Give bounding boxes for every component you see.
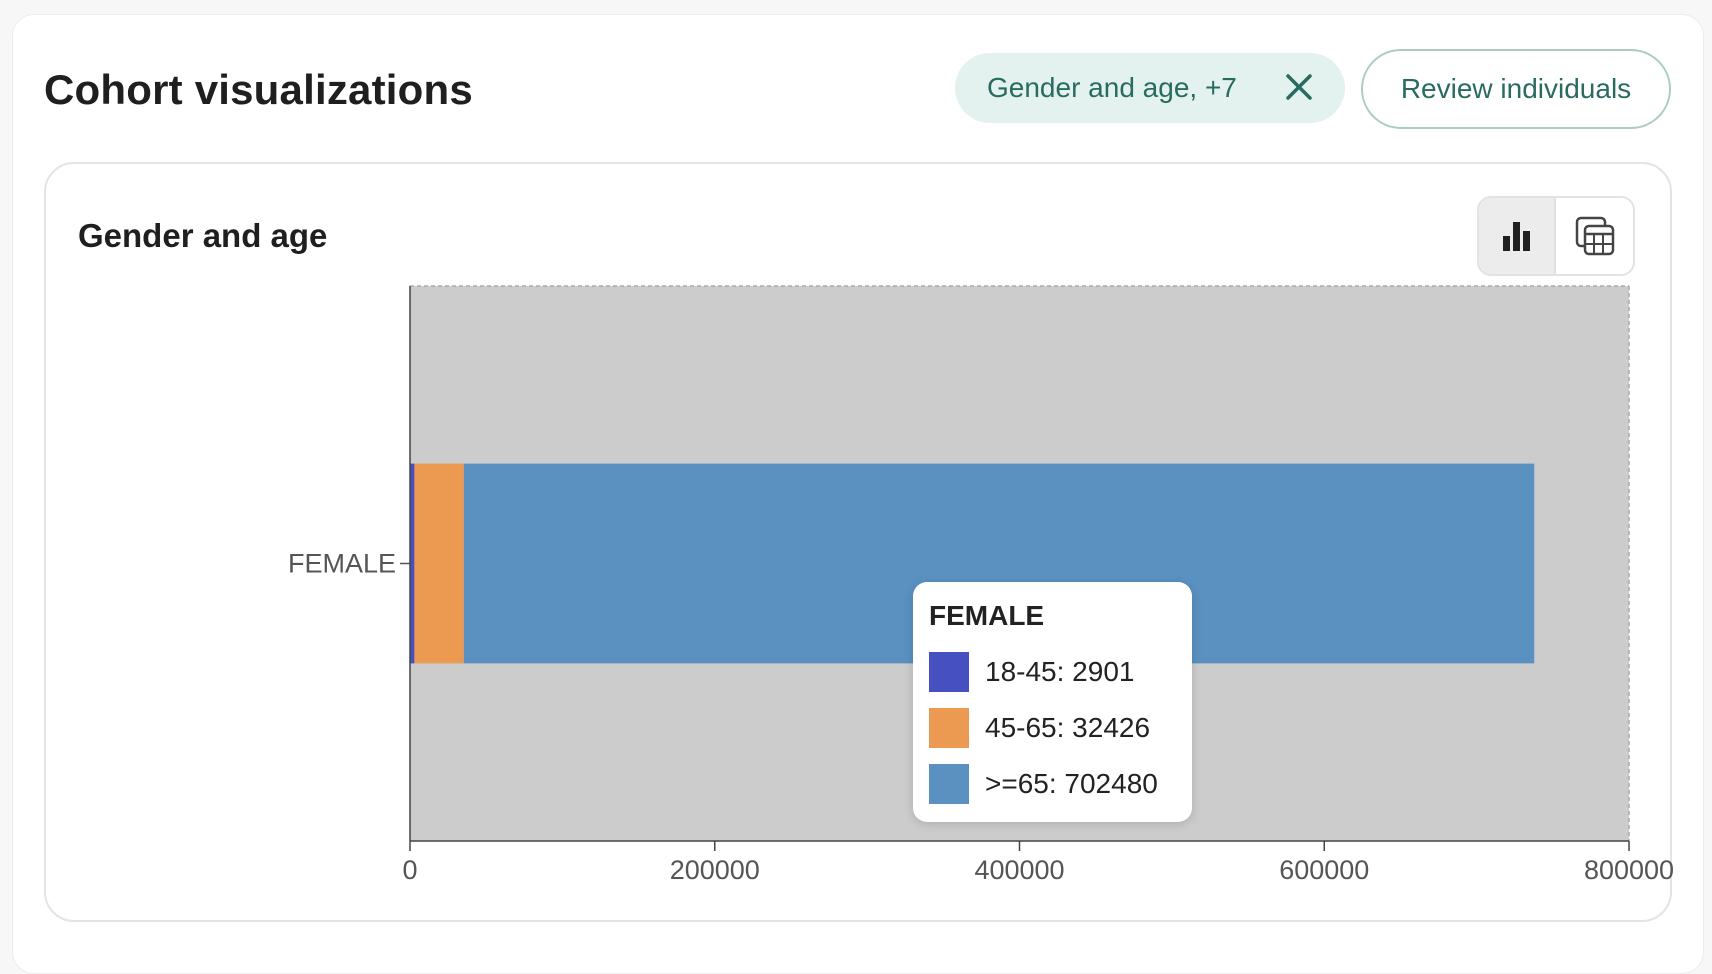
- tooltip-row: 18-45: 2901: [929, 652, 1176, 692]
- tooltip-row-label: >=65: 702480: [985, 768, 1158, 799]
- legend-swatch: [929, 764, 969, 804]
- x-tick-label: 200000: [670, 855, 760, 885]
- table-icon: [1575, 216, 1614, 256]
- bar-segment: [414, 463, 464, 664]
- filter-chip[interactable]: Gender and age, +7: [955, 53, 1345, 123]
- bar-chart-icon: [1502, 222, 1530, 251]
- bar-segment: [410, 463, 415, 664]
- x-tick-label: 400000: [974, 855, 1064, 885]
- close-icon[interactable]: [1279, 67, 1319, 107]
- chart-tooltip: FEMALE 18-45: 2901 45-65: 32426 >=65: 70…: [913, 582, 1192, 822]
- chart-title: Gender and age: [78, 217, 328, 254]
- view-toggle: [1477, 196, 1635, 276]
- tooltip-row: >=65: 702480: [929, 764, 1176, 804]
- tooltip-title: FEMALE: [929, 600, 1045, 631]
- table-view-button[interactable]: [1556, 198, 1633, 274]
- bar-chart-view-button[interactable]: [1479, 198, 1557, 274]
- stacked-bar-chart: FEMALE 0 200000 400000 600000 800000: [288, 285, 1674, 885]
- tooltip-row-label: 45-65: 32426: [985, 712, 1151, 743]
- x-tick-label: 600000: [1279, 855, 1369, 885]
- tooltip-row: 45-65: 32426: [929, 708, 1176, 748]
- legend-swatch: [929, 708, 969, 748]
- legend-swatch: [929, 652, 969, 692]
- x-tick-label: 0: [402, 855, 417, 885]
- y-tick-label: FEMALE: [288, 549, 396, 579]
- page-title: Cohort visualizations: [44, 66, 473, 113]
- filter-chip-label: Gender and age, +7: [987, 72, 1237, 103]
- review-individuals-button[interactable]: Review individuals: [1361, 49, 1671, 129]
- x-tick-label: 800000: [1584, 855, 1674, 885]
- tooltip-row-label: 18-45: 2901: [985, 656, 1135, 687]
